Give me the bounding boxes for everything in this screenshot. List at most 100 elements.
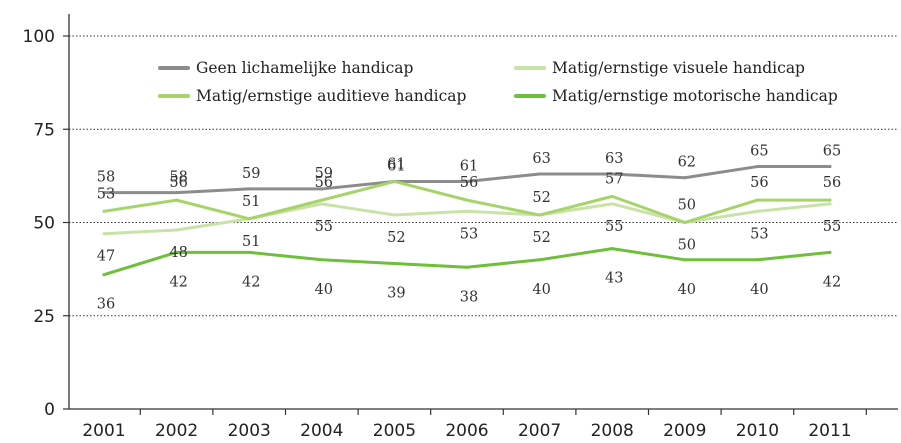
data-label-s2-2010: 56 <box>750 175 768 191</box>
x-tick-label-2006: 2006 <box>445 421 488 441</box>
series-2-point-1 <box>175 198 179 202</box>
data-label-s0-2009: 62 <box>678 155 696 171</box>
series-2-point-5 <box>465 198 469 202</box>
series-1-point-0 <box>102 232 106 236</box>
series-1-point-4 <box>392 213 396 217</box>
series-2-point-8 <box>683 221 687 224</box>
data-label-s2-2007: 52 <box>532 190 550 206</box>
series-2-point-10 <box>828 198 832 202</box>
series-0-point-5 <box>465 179 469 183</box>
data-label-s2-2004: 56 <box>315 175 333 191</box>
x-tick-label-2003: 2003 <box>228 421 271 441</box>
x-tick-label-2007: 2007 <box>518 421 561 441</box>
legend-label-2: Matig/ernstige auditieve handicap <box>196 87 466 105</box>
x-tick-label-2008: 2008 <box>591 421 634 441</box>
series-0-point-7 <box>610 172 614 176</box>
data-label-s3-2004: 40 <box>315 282 333 298</box>
legend-label-1: Matig/ernstige visuele handicap <box>552 59 805 77</box>
data-label-s1-2004: 55 <box>315 219 333 235</box>
data-label-s1-2010: 53 <box>750 226 768 242</box>
series-3-point-10 <box>828 250 832 254</box>
x-tick-label-2011: 2011 <box>808 421 851 441</box>
legend-label-3: Matig/ernstige motorische handicap <box>552 87 838 105</box>
y-tick-label-0: 0 <box>44 400 55 420</box>
data-label-s0-2008: 63 <box>605 151 623 167</box>
series-0-point-8 <box>683 176 687 180</box>
data-label-s0-2011: 65 <box>823 144 841 160</box>
series-0-point-0 <box>102 191 106 195</box>
data-label-s0-2010: 65 <box>750 144 768 160</box>
data-label-s1-2005: 52 <box>387 230 405 246</box>
series-0-point-10 <box>828 165 832 169</box>
series-2-point-9 <box>755 198 759 202</box>
data-label-s2-2003: 51 <box>242 194 260 210</box>
y-tick-label-75: 75 <box>33 120 55 140</box>
series-0-point-6 <box>538 172 542 176</box>
series-1-point-3 <box>320 202 324 206</box>
y-tick-label-50: 50 <box>33 214 55 234</box>
y-tick-label-25: 25 <box>33 307 55 327</box>
data-label-s3-2007: 40 <box>532 282 550 298</box>
data-label-s3-2001: 36 <box>97 297 115 313</box>
series-2-point-2 <box>247 217 251 221</box>
axes: 0 25 50 75 100 2001 2002 2003 2004 2005 2006 2007 20… <box>23 14 898 441</box>
data-label-s3-2009: 40 <box>678 282 696 298</box>
data-label-s3-2010: 40 <box>750 282 768 298</box>
x-tick-label-2010: 2010 <box>736 421 779 441</box>
data-label-s1-2003: 51 <box>242 234 260 250</box>
series-0-point-1 <box>175 191 179 195</box>
data-label-s0-2006: 61 <box>460 158 478 174</box>
data-label-s3-2006: 38 <box>460 289 478 305</box>
data-label-s1-2007: 52 <box>532 230 550 246</box>
data-label-s0-2002: 58 <box>169 170 187 186</box>
data-label-s1-2011: 55 <box>823 219 841 235</box>
series-3-point-8 <box>683 258 687 262</box>
data-label-s0-2007: 63 <box>532 151 550 167</box>
series-3-point-7 <box>610 247 614 251</box>
series-3-point-5 <box>465 265 469 269</box>
series-line-3 <box>102 247 832 277</box>
series-1-point-7 <box>610 202 614 206</box>
data-label-s0-2004: 59 <box>315 166 333 182</box>
data-label-s1-2006: 53 <box>460 226 478 242</box>
data-label-s2-2001: 53 <box>97 186 115 202</box>
series-3-point-1 <box>175 250 179 254</box>
series-0-point-3 <box>320 187 324 191</box>
series-1-point-1 <box>175 228 179 232</box>
series-lines <box>102 165 832 277</box>
x-tick-label-2004: 2004 <box>300 421 343 441</box>
data-label-s3-2002: 42 <box>169 274 187 290</box>
x-tick-label-2005: 2005 <box>373 421 416 441</box>
series-3-point-9 <box>755 258 759 262</box>
data-labels: 58 58 59 59 61 61 63 63 62 65 65 47 48 51 55 52 53 52 55 50… <box>97 144 841 313</box>
series-1-point-9 <box>755 209 759 213</box>
series-3-point-6 <box>538 258 542 262</box>
series-1-point-10 <box>828 202 832 206</box>
legend-label-0: Geen lichamelijke handicap <box>196 59 414 77</box>
data-label-s3-2005: 39 <box>387 286 405 302</box>
series-0-point-9 <box>755 165 759 169</box>
data-label-s1-2008: 55 <box>605 219 623 235</box>
data-label-s2-2008: 57 <box>605 171 623 187</box>
data-label-s2-2002: 56 <box>169 175 187 191</box>
series-0-point-2 <box>247 187 251 191</box>
data-label-s2-2009: 50 <box>678 198 696 214</box>
gridlines <box>69 35 898 317</box>
series-3-point-2 <box>247 250 251 254</box>
series-3-point-3 <box>320 258 324 262</box>
data-label-s3-2003: 42 <box>242 274 260 290</box>
series-2-point-0 <box>102 209 106 213</box>
data-label-s1-2001: 47 <box>97 249 115 265</box>
data-label-s0-2001: 58 <box>97 170 115 186</box>
series-2-point-4 <box>392 179 396 183</box>
data-label-s0-2003: 59 <box>242 166 260 182</box>
data-label-s1-2002: 48 <box>169 245 187 261</box>
x-tick-label-2002: 2002 <box>155 421 198 441</box>
x-tick-label-2001: 2001 <box>82 421 125 441</box>
data-label-s2-2005: 61 <box>387 156 405 172</box>
series-1-point-5 <box>465 209 469 213</box>
data-label-s0-2005: 61 <box>387 158 405 174</box>
series-3-point-4 <box>392 262 396 266</box>
series-2-point-7 <box>610 194 614 198</box>
